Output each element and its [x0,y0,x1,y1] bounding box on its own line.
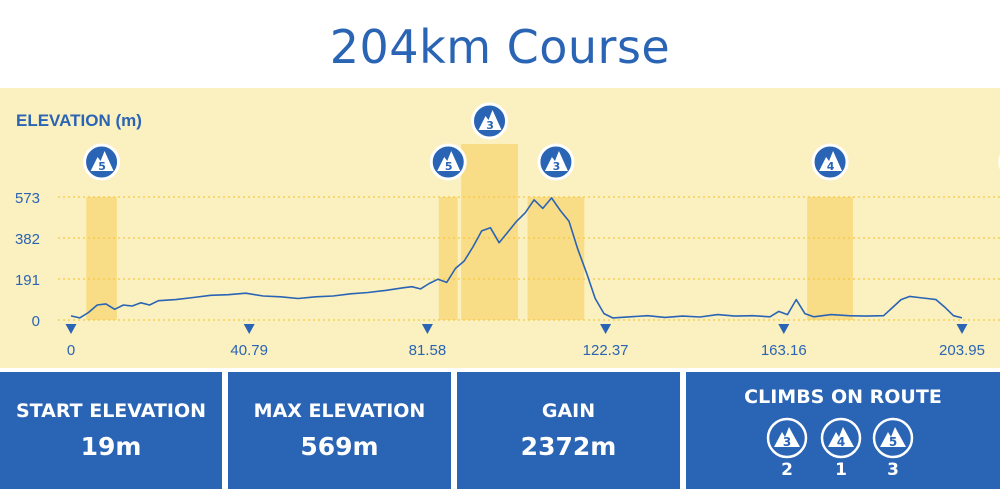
climbs-on-route-label: CLIMBS ON ROUTE [744,386,942,408]
climb-badge: 5 [83,143,121,181]
max-elevation-card: MAX ELEVATION 569m [228,372,451,489]
start-elevation-value: 19m [80,432,142,461]
mountain-icon [437,151,461,171]
max-elevation-label: MAX ELEVATION [253,400,426,422]
climb-count: 3 [887,460,899,480]
x-tick-label: 81.58 [409,342,447,359]
badge-category: 3 [553,160,561,173]
climb-badge: 3 [471,102,509,140]
x-tick-marker [243,324,255,334]
page-title: 204km Course [329,20,671,74]
elevation-line [70,197,963,319]
x-tick-label: 163.16 [761,342,807,359]
climb-band [461,143,518,320]
max-elevation-value: 569m [300,432,379,461]
badge-category: 5 [98,160,106,173]
y-axis-label: ELEVATION (m) [16,111,142,130]
climb-band [807,197,854,320]
climb-count: 1 [835,460,847,480]
x-tick-marker [65,324,77,334]
y-tick-label: 0 [32,313,40,330]
mountain-icon [819,151,843,171]
mountain-icon: 3 [766,417,808,459]
climb-cat-5: 5 3 [871,416,915,486]
y-tick-label: 191 [15,272,40,289]
climb-band [527,197,585,320]
gain-label: GAIN [541,400,596,422]
y-tick-label: 382 [15,231,40,248]
gain-value: 2372m [520,432,617,461]
x-tick-marker [956,324,968,334]
badge-category: 5 [445,160,453,173]
mountain-icon: 5 [872,417,914,459]
x-tick-label: 203.95 [939,342,985,359]
badge-category: 4 [827,160,835,173]
climb-cat-4: 4 1 [819,416,863,486]
x-tick-marker [778,324,790,334]
x-tick-label: 0 [67,342,75,359]
svg-text:3: 3 [783,435,791,449]
x-tick-marker [600,324,612,334]
climbs-on-route-card: CLIMBS ON ROUTE 3 2 4 1 [686,372,1000,489]
climbs-list: 3 2 4 1 5 3 [686,416,1000,486]
climb-badge: 4 [811,143,849,181]
x-tick-label: 122.37 [583,342,629,359]
start-elevation-card: START ELEVATION 19m [0,372,222,489]
climb-band [86,197,117,320]
x-tick-marker [421,324,433,334]
climb-band [438,197,458,320]
x-tick-label: 40.79 [230,342,268,359]
climb-badge: 5 [429,143,467,181]
mountain-icon [544,151,568,171]
mountain-icon [90,151,114,171]
stats-bar: START ELEVATION 19m MAX ELEVATION 569m G… [0,372,1000,489]
climb-cat-3: 3 2 [765,416,809,486]
start-elevation-label: START ELEVATION [15,400,207,422]
climb-badge: 3 [537,143,575,181]
elevation-chart-panel: 0 191 382 573 0 40.79 81.58 122.37 163.16 203.95 … [0,88,1000,368]
svg-text:5: 5 [889,435,897,449]
mountain-icon [478,110,502,130]
gain-card: GAIN 2372m [457,372,680,489]
mountain-icon: 4 [820,417,862,459]
climb-count: 2 [781,460,793,480]
svg-text:4: 4 [837,435,845,449]
badge-category: 3 [486,119,494,132]
y-tick-label: 573 [15,190,40,207]
